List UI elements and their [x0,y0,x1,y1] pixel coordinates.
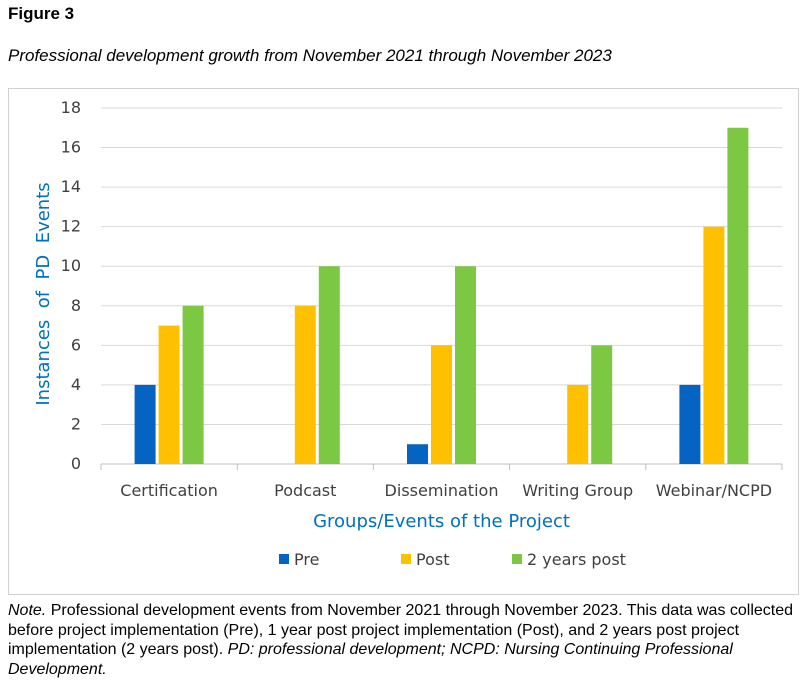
y-tick-label: 0 [71,454,81,473]
y-tick-label: 12 [61,217,81,236]
x-tick-label: Podcast [274,481,336,500]
bar-post [567,384,589,464]
note-italic-text: PD: professional development; NCPD: Nurs… [8,641,733,678]
bar-pre [679,384,701,464]
bar-pre [407,444,428,464]
x-tick-label: Certification [120,481,218,500]
y-tick-label: 8 [71,296,81,315]
bar-2-years-post [591,345,613,464]
figure-label: Figure 3 [8,4,75,23]
y-tick-label: 10 [61,256,81,275]
legend-label: 2 years post [527,550,626,569]
y-tick-label: 18 [61,98,81,117]
bar-2-years-post [182,305,204,464]
figure-note: Note. Professional development events fr… [8,601,803,679]
note-label: Note. [8,602,47,619]
legend-swatch [401,554,411,564]
bar-post [431,345,452,464]
legend-swatch [512,554,522,564]
legend-label: Pre [294,550,319,569]
legend-swatch [279,554,289,564]
x-tick-label: Writing Group [522,481,633,500]
y-tick-label: 6 [71,335,81,354]
x-axis-title: Groups/Events of the Project [313,511,570,532]
note-text: Professional development events from Nov… [8,602,794,658]
bar-2-years-post [318,266,340,464]
legend-label: Post [416,550,449,569]
y-tick-label: 2 [71,414,81,433]
bar-post [158,325,180,464]
y-tick-label: 4 [71,375,81,394]
y-tick-label: 14 [61,177,81,196]
y-tick-label: 16 [61,138,81,157]
x-tick-label: Webinar/NCPD [656,481,772,500]
bar-chart: 0 2 4 6 8 10 12 14 16 18 Certification Podcast Disse… [33,98,783,569]
bar-2-years-post [727,127,749,465]
bar-pre [134,384,156,464]
figure-caption: Professional development growth from Nov… [8,46,612,65]
y-axis-title: Instances of PD Events [33,182,54,405]
chart-frame: 0 2 4 6 8 10 12 14 16 18 Certification Podcast Disse… [8,88,799,595]
x-tick-label: Dissemination [385,481,499,500]
bar-post [703,226,725,464]
bar-2-years-post [455,266,476,464]
bar-post [294,305,316,464]
